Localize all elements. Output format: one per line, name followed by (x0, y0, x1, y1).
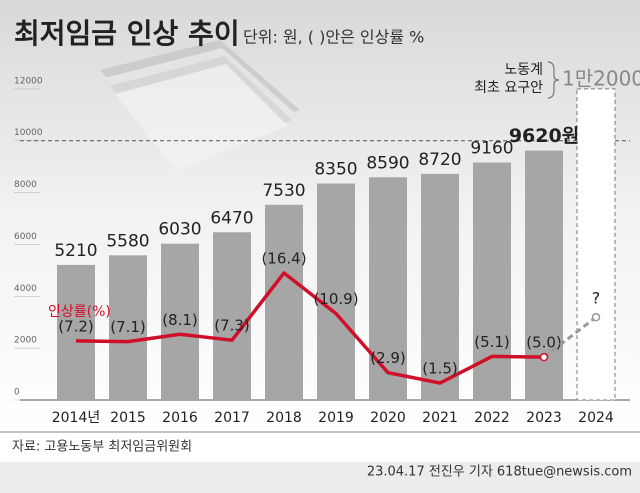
x-tick-label: 2024 (578, 410, 614, 426)
bar-value-label: 8590 (366, 153, 409, 173)
bar-value-label: 7530 (262, 181, 305, 201)
projection-line (543, 315, 597, 359)
y-tick-label: 4000 (14, 284, 37, 294)
subtitle: 단위: 원, ( )안은 인상률 % (243, 28, 424, 47)
bar (161, 243, 199, 400)
x-tick-label: 2020 (370, 410, 406, 426)
line-value-label: (5.0) (526, 334, 562, 352)
x-tick-label: 2018 (266, 410, 302, 426)
footer (0, 462, 640, 493)
line-value-label: (10.9) (313, 290, 358, 308)
bar (265, 204, 303, 400)
line-value-label: (8.1) (162, 311, 198, 329)
y-tick-label: 6000 (14, 232, 37, 242)
line-value-label: (7.1) (110, 318, 146, 336)
x-tick-label: 2022 (474, 410, 510, 426)
x-tick-label: 2021 (422, 410, 458, 426)
source: 자료: 고용노동부 최저임금위원회 (12, 440, 192, 455)
line-value-label: (5.1) (474, 333, 510, 351)
bar (317, 183, 355, 400)
money-illustration (100, 40, 300, 170)
x-tick-label: 2015 (110, 410, 146, 426)
x-tick-label: 2023 (526, 410, 562, 426)
demand-label: 최초 요구안 (474, 80, 543, 96)
bar-value-label: 8720 (418, 150, 461, 170)
bar (109, 255, 147, 400)
demand-box (576, 88, 616, 401)
line-value-label: (7.3) (214, 317, 250, 335)
credit: 23.04.17 전진우 기자 618tue@newsis.com (367, 465, 632, 480)
legend-label: 인상률(%) (48, 304, 111, 320)
demand-value-label: 1만2000 (562, 67, 640, 91)
bar (421, 173, 459, 400)
y-tick-label: 2000 (14, 336, 37, 346)
bar-value-label: 5580 (106, 231, 149, 251)
x-tick-label: 2014년 (52, 410, 101, 426)
x-tick-label: 2017 (214, 410, 250, 426)
bar-value-label: 9160 (470, 139, 513, 159)
bar-value-label: 5210 (54, 241, 97, 261)
bar-value-label: 8350 (314, 160, 357, 180)
y-tick-label: 10000 (14, 128, 43, 138)
bar (369, 177, 407, 400)
bar (473, 162, 511, 400)
chart-title: 최저임금 인상 추이 (14, 17, 240, 50)
projection-point (591, 312, 601, 322)
bar (213, 232, 251, 400)
rate-line (75, 271, 545, 385)
rate-end-point (539, 352, 549, 362)
y-tick-label: 8000 (14, 180, 37, 190)
demand-label: 노동계 (504, 62, 543, 78)
bar (525, 150, 563, 400)
line-value-label: (1.5) (422, 360, 458, 378)
bar (57, 264, 95, 400)
x-tick-label: 2016 (162, 410, 198, 426)
projection-label: ? (592, 289, 601, 308)
x-tick-label: 2019 (318, 410, 354, 426)
y-tick-label: 12000 (14, 76, 43, 86)
line-value-label: (7.2) (58, 317, 94, 335)
bar-value-label: 6470 (210, 208, 253, 228)
y-tick-label: 0 (14, 388, 20, 398)
brace (547, 61, 560, 99)
bar-value-label: 9620원 (509, 125, 579, 147)
line-value-label: (16.4) (261, 249, 306, 267)
line-value-label: (2.9) (370, 349, 406, 367)
bar-value-label: 6030 (158, 220, 201, 240)
